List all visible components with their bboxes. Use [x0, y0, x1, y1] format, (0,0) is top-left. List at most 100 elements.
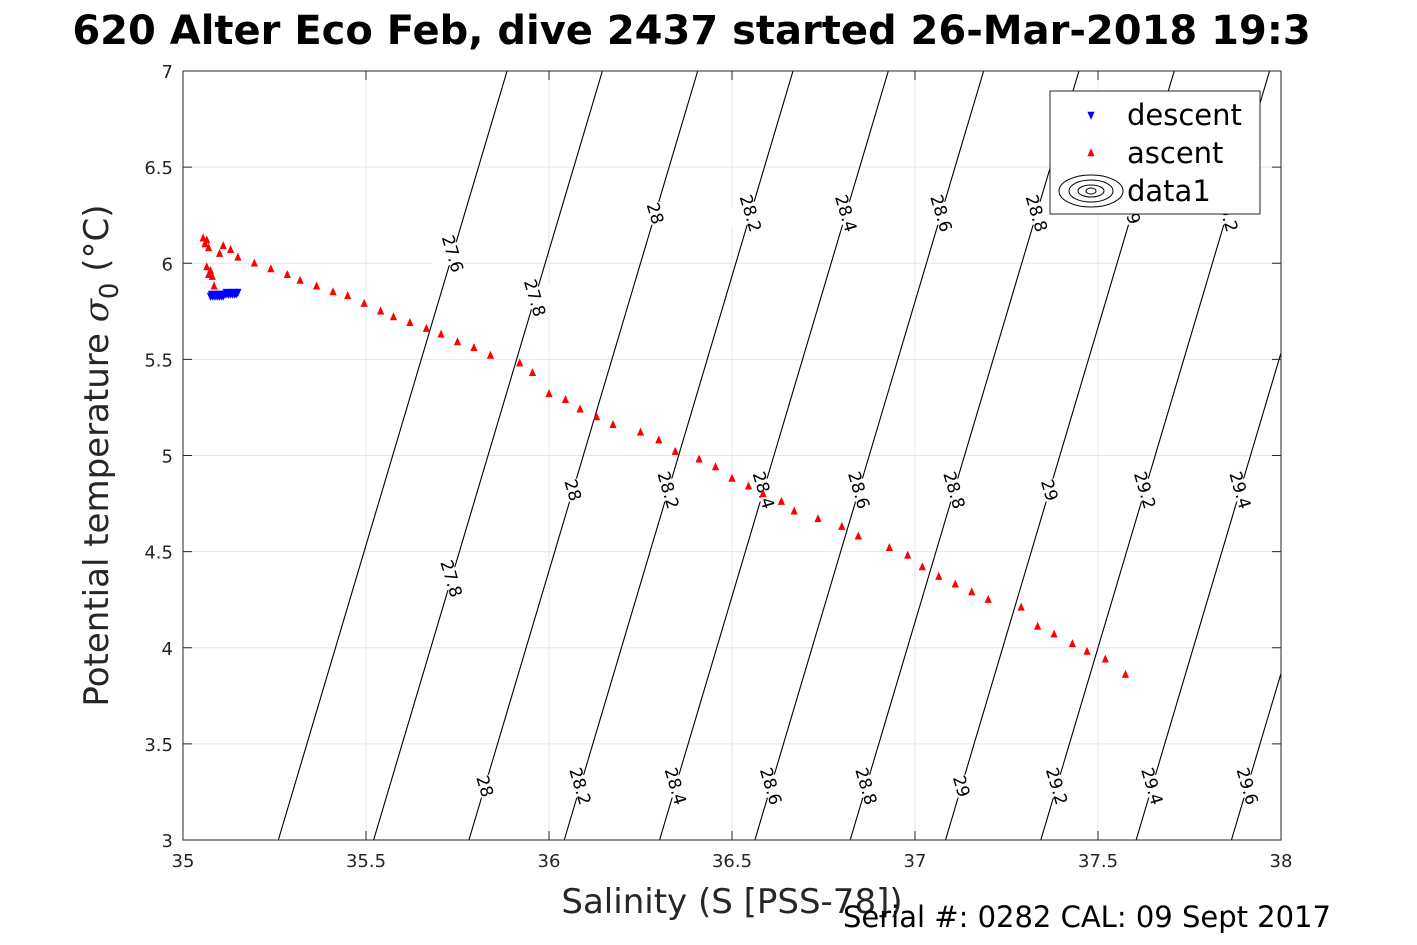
ascent-point: [201, 239, 209, 248]
ascent-point: [250, 258, 258, 267]
ascent-point: [636, 427, 645, 436]
contour-line: [563, 71, 794, 840]
ascent-point: [208, 271, 216, 280]
ascent-point: [968, 587, 976, 596]
ascent-point: [671, 446, 679, 455]
ascent-point: [576, 404, 584, 413]
x-tick-label: 36: [538, 851, 561, 872]
contour-line: [1230, 671, 1281, 840]
x-tick-label: 35: [172, 851, 195, 872]
y-axis-label: Potential temperature σ0 (°C): [77, 204, 125, 706]
ascent-point: [406, 318, 414, 327]
contour-label-bg: [549, 474, 597, 506]
descent-point: [218, 290, 227, 299]
ascent-point: [918, 562, 926, 571]
ascent-point: [854, 531, 862, 540]
y-tick-label: 3.5: [144, 735, 173, 756]
ascent-point: [267, 264, 275, 273]
density-contours: [277, 71, 1417, 840]
ascent-point: [561, 394, 570, 403]
ascent-point: [885, 542, 893, 551]
contour-label-bg: [644, 474, 693, 506]
ascent-point: [777, 496, 786, 505]
ascent-point: [205, 243, 213, 252]
descent-point: [233, 288, 241, 297]
y-tick-label: 5: [162, 447, 173, 468]
legend: descent ascent data1: [1049, 90, 1261, 215]
contour-line: [373, 71, 603, 840]
x-tick-label: 35.5: [346, 851, 386, 872]
ascent-point: [216, 248, 224, 257]
contour-label-bg: [1319, 770, 1367, 802]
contour-label-bg: [739, 474, 788, 506]
contour-label-bg: [746, 770, 795, 803]
ascent-point: [1083, 646, 1091, 655]
ascent-point: [210, 281, 218, 290]
ascent-point: [437, 329, 445, 338]
contour-label: 2: [1310, 206, 1332, 222]
ascent-point: [711, 462, 720, 471]
ascent-point: [470, 343, 478, 352]
contour-line: [1327, 71, 1417, 840]
ascent-point: [516, 358, 524, 367]
contour-label-bg: [427, 562, 476, 595]
legend-contour-ring: [1068, 179, 1114, 203]
ascent-point: [377, 306, 385, 315]
y-tick-label: 6: [162, 254, 173, 275]
contour-label-bg: [835, 474, 883, 506]
x-tick-label: 37: [904, 851, 927, 872]
legend-label-data1: data1: [1127, 174, 1211, 208]
contour-label-bg: [822, 197, 870, 230]
contour-line: [468, 71, 699, 840]
contour-label-bg: [1120, 474, 1169, 506]
y-axis-label-sigma: σ: [77, 298, 117, 322]
ascent-point: [728, 473, 736, 482]
contour-label-bg: [1223, 770, 1272, 803]
ascent-point: [528, 368, 537, 377]
contour-line: [1135, 351, 1281, 840]
contour-label-bg: [510, 281, 559, 314]
y-tick-label: 3: [162, 831, 173, 852]
ascent-point: [1034, 621, 1042, 630]
ascent-point: [360, 298, 368, 307]
y-tick-label: 4.5: [144, 543, 173, 564]
contour-label-bg: [917, 197, 966, 230]
ascent-point: [205, 269, 213, 278]
ascent-point: [790, 506, 798, 515]
ascent-point: [695, 454, 703, 463]
x-tick-label: 36.5: [712, 851, 752, 872]
ascent-point: [329, 287, 337, 296]
legend-ascent-marker: [1087, 148, 1095, 157]
contour-label-bg: [631, 197, 680, 230]
chart-title: 620 Alter Eco Feb, dive 2437 started 26-…: [72, 8, 1311, 54]
y-tick-label: 4: [162, 639, 173, 660]
ascent-point: [219, 241, 227, 250]
ascent-point: [838, 521, 846, 530]
ascent-point: [984, 594, 992, 603]
legend-descent-marker: [1087, 111, 1095, 120]
contour-label-bg: [1394, 197, 1417, 229]
y-axis-label-unit: (°C): [77, 204, 117, 282]
x-tick-label: 37.5: [1078, 851, 1118, 872]
y-tick-label: 7: [162, 62, 173, 83]
ascent-point: [1017, 602, 1025, 611]
ascent-point: [609, 419, 617, 428]
contour-label-bg: [842, 770, 891, 803]
ascent-point: [1101, 654, 1109, 663]
contour-label-bg: [726, 197, 775, 230]
ascent-point: [203, 262, 211, 271]
ascent-point: [935, 571, 943, 580]
contour-label-bg: [1032, 770, 1081, 803]
ascent-point: [592, 412, 601, 421]
legend-label-ascent: ascent: [1127, 136, 1223, 170]
contour-label-bg: [651, 770, 700, 803]
ascent-point: [312, 281, 321, 290]
ascent-point: [344, 291, 352, 300]
contour-label-bg: [428, 237, 477, 270]
legend-label-descent: descent: [1127, 98, 1242, 132]
legend-contour-ring: [1085, 187, 1097, 195]
contour-line: [849, 71, 1080, 840]
legend-contour-icon: [1058, 174, 1124, 208]
contour-label-bg: [461, 770, 509, 803]
ascent-point: [422, 323, 430, 332]
